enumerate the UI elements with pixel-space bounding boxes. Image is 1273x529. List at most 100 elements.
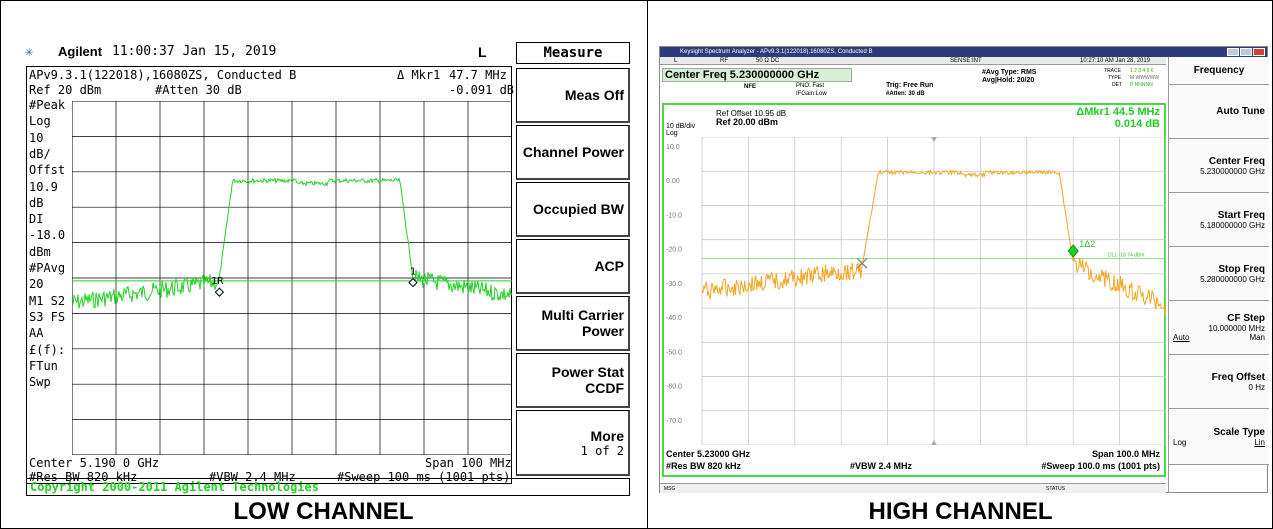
- maximize-button[interactable]: [1240, 48, 1252, 56]
- delta-marker-label: ΔMkr1 44.5 MHz: [1076, 106, 1160, 118]
- ks-vbw: #VBW 2.4 MHz: [850, 461, 913, 471]
- agilent-display: APv9.3.1(122018),16080ZS, Conducted B Δ …: [26, 66, 515, 484]
- agilent-star-icon: ✳: [25, 44, 34, 60]
- trace-row-label: TRACE: [1104, 68, 1121, 74]
- keysight-center-tri-top: [931, 137, 937, 142]
- type-values: M WWWWW: [1130, 75, 1160, 81]
- agilent-atten: #Atten 30 dB: [155, 83, 242, 97]
- scale-type-key[interactable]: Scale Type Log Lin: [1169, 409, 1269, 465]
- keysight-graph-frame: Ref Offset 10.95 dB Ref 20.00 dBm 10 dB/…: [662, 103, 1166, 477]
- msg-label: MSG: [664, 486, 676, 492]
- keysight-status-row: L RF 50 Ω DC SENSE:INT 10:27:10 AM Jan 2…: [660, 57, 1166, 65]
- keysight-y-tick: -10.0: [666, 212, 682, 219]
- trace-numbers: 1 2 3 4 5 6: [1130, 68, 1154, 74]
- det-row-label: DET: [1112, 82, 1122, 88]
- ifgain-label: IFGain:Low: [796, 91, 827, 97]
- freq-offset-key[interactable]: Freq Offset 0 Hz: [1169, 355, 1269, 409]
- keysight-titlebar: Keysight Spectrum Analyzer - APv9.3.1(12…: [660, 47, 1267, 57]
- type-row-label: TYPE: [1108, 75, 1122, 81]
- trig-label: Trig: Free Run: [886, 82, 934, 89]
- agilent-sidebar-label: dBm: [29, 244, 51, 259]
- agilent-timestamp: 11:00:37 Jan 15, 2019: [112, 44, 277, 59]
- agilent-res-bw: #Res BW 820 kHz: [29, 470, 138, 484]
- agilent-marker-1-label: 1: [410, 267, 416, 278]
- keysight-y-tick: 10.0: [666, 144, 680, 151]
- keysight-dl-label: DL1 -18.74 dBm: [1108, 253, 1144, 259]
- channel-power-label: Channel Power: [522, 144, 624, 160]
- cf-step-man[interactable]: Man: [1249, 333, 1265, 342]
- window-controls: [1227, 48, 1265, 56]
- agilent-sidebar-label: Log: [29, 114, 51, 129]
- agilent-sidebar-label: 20: [29, 277, 44, 292]
- agilent-sidebar-label: dB: [29, 195, 44, 210]
- agilent-header: ✳ Agilent 11:00:37 Jan 15, 2019 L: [22, 40, 512, 64]
- keysight-y-tick: -50.0: [666, 349, 682, 356]
- status-l: L: [674, 58, 678, 64]
- agilent-sweep: #Sweep 100 ms (1001 pts): [337, 470, 511, 484]
- agilent-sidebar-label: FTun: [29, 358, 58, 373]
- meas-off-button[interactable]: Meas Off: [516, 68, 630, 123]
- agilent-center: Center 5.190 0 GHz: [29, 456, 160, 470]
- agilent-title-line: APv9.3.1(122018),16080ZS, Conducted B: [29, 68, 297, 82]
- center-freq-readout[interactable]: Center Freq 5.230000000 GHz: [662, 68, 852, 82]
- cf-step-value: 10.000000 MHz: [1208, 324, 1265, 333]
- occupied-bw-button[interactable]: Occupied BW: [516, 182, 630, 237]
- start-freq-value: 5.180000000 GHz: [1200, 220, 1265, 230]
- agilent-sidebar-label: 10: [29, 130, 44, 145]
- status-rf: RF: [720, 58, 728, 64]
- center-freq-key[interactable]: Center Freq 5.230000000 GHz: [1169, 139, 1269, 193]
- more-button[interactable]: More 1 of 2: [516, 410, 630, 476]
- agilent-vbw: #VBW 2.4 MHz: [209, 470, 296, 484]
- cf-step-key[interactable]: CF Step 10.000000 MHz Auto Man: [1169, 301, 1269, 355]
- scale-type-log[interactable]: Log: [1173, 437, 1187, 447]
- acp-button[interactable]: ACP: [516, 239, 630, 294]
- center-freq-key-value: 5.230000000 GHz: [1200, 166, 1265, 176]
- start-freq-key[interactable]: Start Freq 5.180000000 GHz: [1169, 193, 1269, 247]
- keysight-plot: 10.0 0.00 -10.0 -20.0 -30.0 -40.0 -50.0 -60.0 -7…: [664, 137, 1166, 445]
- high-channel-caption: HIGH CHANNEL: [868, 498, 1053, 525]
- status-clock: 10:27:10 AM Jan 28, 2019: [1080, 58, 1151, 64]
- keysight-analyzer-window: Keysight Spectrum Analyzer - APv9.3.1(12…: [659, 46, 1269, 493]
- agilent-sidebar-label: #PAvg: [29, 261, 66, 275]
- agilent-marker-delta: -0.091 dB: [449, 83, 515, 97]
- freq-offset-label: Freq Offset: [1211, 371, 1265, 383]
- keysight-y-tick: 0.00: [666, 178, 680, 185]
- scale-type-lin[interactable]: Lin: [1254, 437, 1265, 447]
- cf-step-label: CF Step: [1227, 313, 1265, 324]
- cf-step-auto[interactable]: Auto: [1173, 333, 1190, 342]
- acp-label: ACP: [594, 258, 624, 274]
- agilent-marker-1: [408, 277, 418, 288]
- stop-freq-key[interactable]: Stop Freq 5.280000000 GHz: [1169, 247, 1269, 301]
- keysight-y-tick: -40.0: [666, 315, 682, 322]
- frequency-menu-label: Frequency: [1193, 65, 1245, 76]
- atten-label: #Atten: 30 dB: [886, 91, 925, 97]
- channel-power-button[interactable]: Channel Power: [516, 125, 630, 180]
- agilent-indicator: L: [478, 44, 487, 60]
- keysight-y-tick: -30.0: [666, 281, 682, 288]
- status-label: STATUS: [1046, 486, 1065, 492]
- agilent-sidebar-label: AA: [29, 326, 44, 341]
- agilent-marker-1r-label: 1R: [211, 276, 224, 287]
- keysight-softkeys: Frequency Auto Tune Center Freq 5.2300000…: [1168, 57, 1269, 493]
- frame-divider: [647, 0, 648, 529]
- scale-type-label: Scale Type: [1213, 426, 1265, 438]
- multi-carrier-power-button[interactable]: Multi Carrier Power: [516, 296, 630, 351]
- agilent-trace: [72, 177, 512, 309]
- power-stat-ccdf-button[interactable]: Power Stat CCDF: [516, 353, 630, 408]
- keysight-center-tri-bottom: [931, 440, 937, 445]
- close-button[interactable]: [1253, 48, 1265, 56]
- ref-level: Ref 20.00 dBm: [716, 117, 779, 127]
- keysight-trace: [701, 169, 1166, 316]
- agilent-marker-label: Δ Mkr1: [397, 68, 441, 82]
- keysight-delta-marker-label: 1Δ2: [1079, 239, 1095, 249]
- agilent-sidebar-label: 10.9: [29, 179, 58, 194]
- nfe-label: NFE: [744, 84, 756, 90]
- keysight-window-title: Keysight Spectrum Analyzer - APv9.3.1(12…: [680, 49, 873, 55]
- log-label: Log: [666, 130, 678, 137]
- auto-tune-key[interactable]: Auto Tune: [1169, 85, 1269, 139]
- minimize-button[interactable]: [1227, 48, 1239, 56]
- status-sense: SENSE:INT: [950, 58, 982, 64]
- center-freq-key-label: Center Freq: [1208, 155, 1265, 167]
- keysight-delta-marker: [1067, 244, 1079, 258]
- freq-offset-value: 0 Hz: [1248, 382, 1265, 392]
